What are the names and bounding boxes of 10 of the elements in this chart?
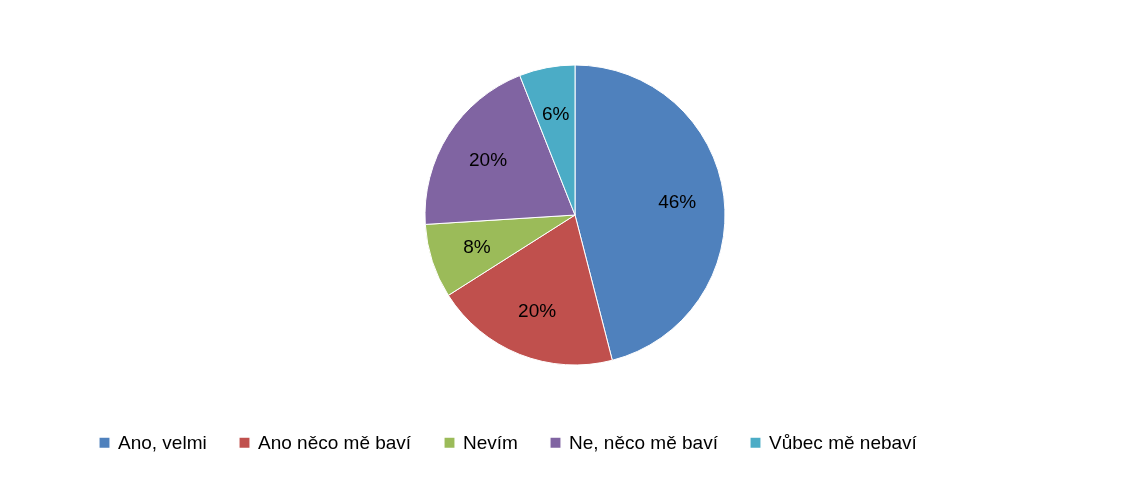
legend-label: Nevím [463, 431, 518, 453]
legend-label: Vůbec mě nebaví [769, 431, 918, 453]
data-label: 6% [541, 102, 570, 124]
data-label: 20% [518, 299, 557, 321]
legend-label: Ano něco mě baví [258, 431, 412, 453]
data-label: 46% [658, 191, 697, 213]
legend-label: Ano, velmi [118, 431, 207, 453]
legend-label: Ne, něco mě baví [569, 431, 719, 453]
data-label: 20% [469, 148, 508, 170]
data-label: 8% [463, 235, 491, 257]
